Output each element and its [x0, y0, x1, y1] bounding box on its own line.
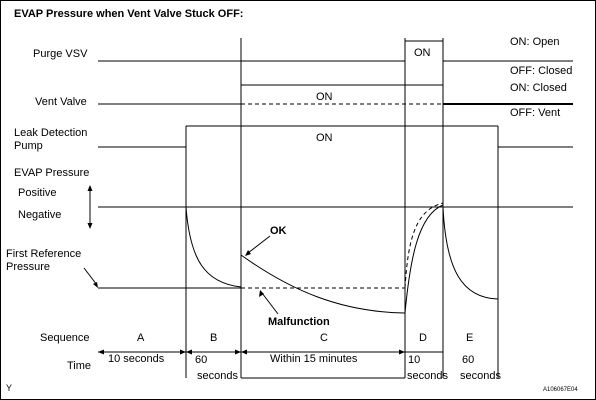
- state-on-closed: ON: Closed: [510, 82, 567, 94]
- arrow-left-icon: [241, 349, 247, 355]
- positive-label: Positive: [18, 187, 57, 199]
- footer-left-mark: Y: [6, 383, 12, 393]
- sequence-d: D: [419, 332, 427, 344]
- evap-pressure-label: EVAP Pressure: [14, 167, 89, 179]
- phase-d-solid-curve: [404, 204, 444, 314]
- time-c: Within 15 minutes: [270, 353, 358, 365]
- malfunction-leader: [261, 292, 279, 315]
- time-b-line1: 60: [195, 354, 207, 366]
- ok-arrow-icon: [245, 250, 251, 256]
- first-ref-arrow-icon: [93, 282, 98, 288]
- evap-pressure-section: EVAP Pressure Positive Negative First Re…: [6, 167, 573, 328]
- vent-valve-on-label: ON: [316, 91, 333, 103]
- phase-d-dashed-curve: [404, 202, 444, 289]
- state-off-vent: OFF: Vent: [510, 107, 560, 119]
- leak-pump-label-line1: Leak Detection: [14, 127, 87, 139]
- vent-valve-label: Vent Valve: [35, 96, 87, 108]
- arrow-right-icon: [399, 349, 405, 355]
- time-b-line2: seconds: [197, 370, 238, 382]
- malfunction-label: Malfunction: [268, 316, 330, 328]
- arrow-down-icon: [87, 223, 93, 229]
- first-ref-label-line1: First Reference: [6, 248, 81, 260]
- first-ref-leader: [83, 267, 98, 286]
- arrow-up-icon: [87, 185, 93, 191]
- sequence-e: E: [466, 332, 473, 344]
- leak-detection-pump-row: Leak Detection Pump ON: [14, 125, 573, 152]
- ok-pressure-curve: [240, 254, 406, 314]
- time-e-line2: seconds: [460, 370, 501, 382]
- negative-label: Negative: [18, 209, 61, 221]
- time-row: Time 10 seconds 60 seconds Within 15 min…: [67, 349, 501, 382]
- pump-on-label: ON: [316, 132, 333, 144]
- arrow-left-icon: [186, 349, 192, 355]
- phase-e-pressure-curve: [442, 206, 499, 300]
- purge-vsv-row: Purge VSV ON ON: Open OFF: Closed: [33, 36, 573, 77]
- phase-b-pressure-curve: [185, 206, 242, 288]
- time-label: Time: [67, 360, 91, 372]
- sequence-row: Sequence A B C D E: [40, 332, 473, 344]
- purge-vsv-label: Purge VSV: [33, 48, 88, 60]
- ok-leader: [247, 235, 271, 254]
- malfunction-arrow-icon: [259, 290, 264, 297]
- ok-label: OK: [270, 225, 287, 237]
- arrow-right-icon: [180, 349, 186, 355]
- state-on-open: ON: Open: [510, 36, 560, 48]
- sequence-b: B: [210, 332, 217, 344]
- purge-vsv-on-label: ON: [414, 47, 431, 59]
- vent-valve-row: Vent Valve ON ON: Closed OFF: Vent: [35, 82, 573, 119]
- figure-id: A106067E04: [543, 387, 578, 393]
- sequence-c: C: [320, 332, 328, 344]
- diagram-title: EVAP Pressure when Vent Valve Stuck OFF:: [14, 8, 243, 20]
- time-d-line1: 10: [408, 354, 420, 366]
- arrow-right-icon: [235, 349, 241, 355]
- state-off-closed: OFF: Closed: [510, 65, 572, 77]
- sequence-a: A: [137, 332, 145, 344]
- sequence-label: Sequence: [40, 332, 90, 344]
- time-d-line2: seconds: [407, 370, 448, 382]
- time-a: 10 seconds: [108, 353, 165, 365]
- first-ref-label-line2: Pressure: [6, 261, 50, 273]
- leak-pump-label-line2: Pump: [14, 140, 43, 152]
- arrow-left-icon: [98, 349, 104, 355]
- time-e-line1: 60: [462, 354, 474, 366]
